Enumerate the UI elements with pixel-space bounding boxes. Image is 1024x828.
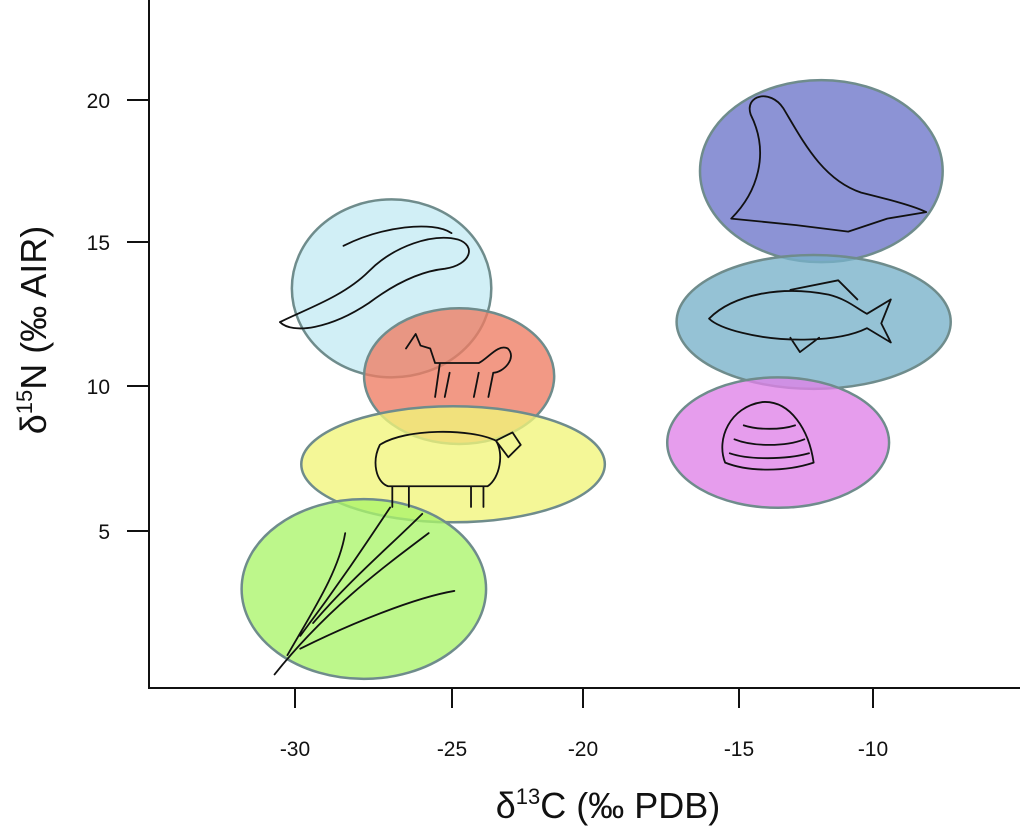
x-tick-label: -20 bbox=[568, 738, 598, 761]
x-tick-label: -10 bbox=[858, 738, 888, 761]
sheep-icon bbox=[374, 430, 522, 508]
y-tick-label: 5 bbox=[98, 521, 110, 544]
dog-icon bbox=[405, 333, 512, 398]
y-tick-label: 15 bbox=[87, 232, 110, 255]
clam-icon bbox=[721, 401, 815, 471]
x-tick-label: -30 bbox=[280, 738, 310, 761]
wheat-icon bbox=[273, 506, 456, 676]
sheep-ellipse bbox=[300, 405, 607, 524]
y-ticks: 5 10 15 20 bbox=[87, 90, 149, 544]
fish-ellipse bbox=[675, 253, 952, 391]
y-tick-label: 20 bbox=[87, 90, 110, 113]
fish-icon bbox=[708, 279, 892, 353]
seal-ellipse bbox=[698, 78, 944, 264]
x-axis-title: δ13C (‰ PDB) bbox=[496, 784, 721, 826]
ellipse-layer bbox=[240, 78, 952, 681]
y-axis-title: δ15N (‰ AIR) bbox=[12, 226, 54, 435]
eel-icon bbox=[279, 225, 470, 330]
icon-layer bbox=[273, 95, 928, 676]
y-tick-label: 10 bbox=[87, 376, 110, 399]
wheat-ellipse bbox=[240, 497, 488, 681]
x-tick-label: -25 bbox=[437, 738, 467, 761]
seal-icon bbox=[730, 95, 928, 233]
x-ticks: -30 -25 -20 -15 -10 bbox=[280, 688, 888, 761]
clam-ellipse bbox=[665, 376, 891, 510]
x-tick-label: -15 bbox=[724, 738, 754, 761]
